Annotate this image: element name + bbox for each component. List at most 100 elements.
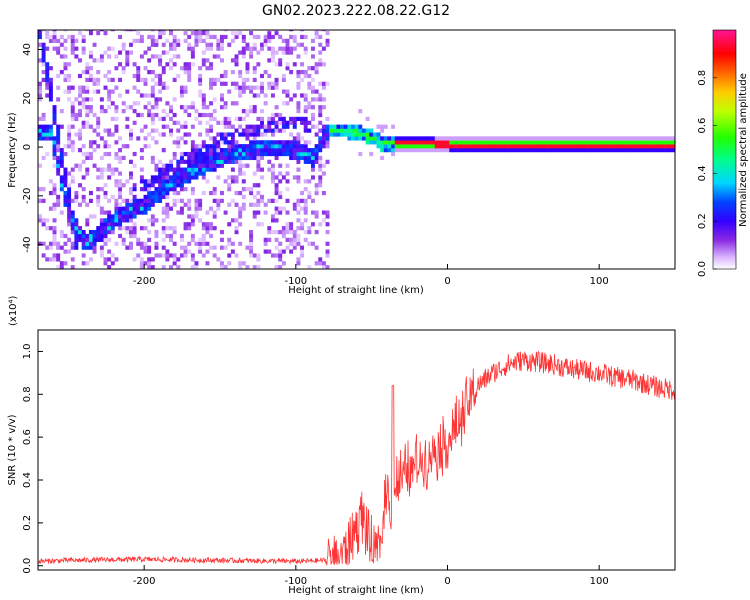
heatmap-cell — [540, 148, 545, 153]
heatmap-cell — [136, 210, 141, 215]
heatmap-cell — [285, 171, 290, 176]
heatmap-cell — [114, 128, 119, 133]
heatmap-cell — [92, 77, 97, 83]
heatmap-cell — [667, 136, 672, 141]
heatmap-cell — [161, 124, 166, 129]
bottom-x-ticks: -200 -100 0 100 — [133, 565, 609, 587]
heatmap-cell — [63, 151, 68, 157]
heatmap-cell — [59, 261, 64, 266]
heatmap-cell — [38, 214, 42, 219]
heatmap-cell — [380, 144, 385, 149]
heatmap-cell — [158, 62, 163, 67]
heatmap-cell — [209, 101, 214, 106]
heatmap-cell — [209, 77, 214, 83]
heatmap-cell — [325, 128, 330, 133]
heatmap-cell — [161, 245, 166, 250]
heatmap-cell — [445, 148, 450, 153]
heatmap-cell — [118, 214, 123, 219]
heatmap-cell — [190, 62, 195, 67]
heatmap-cell — [132, 206, 137, 211]
heatmap-cell — [209, 233, 214, 239]
heatmap-cell — [121, 42, 126, 47]
heatmap-cell — [96, 77, 101, 83]
heatmap-cell — [147, 198, 152, 203]
heatmap-cell — [383, 136, 388, 141]
heatmap-cell — [158, 194, 163, 200]
heatmap-cell — [176, 144, 181, 149]
heatmap-cell — [48, 97, 53, 102]
heatmap-cell — [158, 89, 163, 94]
heatmap-cell — [238, 132, 243, 137]
heatmap-cell — [143, 124, 148, 129]
colorbar-tick-label: 0.8 — [697, 70, 708, 86]
heatmap-cell — [99, 175, 104, 180]
heatmap-cell — [179, 93, 184, 98]
heatmap-cell — [190, 155, 195, 161]
heatmap-cell — [63, 175, 68, 180]
heatmap-cell — [598, 144, 603, 149]
heatmap-cell — [67, 187, 72, 192]
heatmap-cell — [325, 132, 330, 137]
heatmap-cell — [154, 97, 159, 102]
heatmap-cell — [209, 151, 214, 157]
heatmap-cell — [230, 140, 235, 145]
heatmap-cell — [56, 38, 61, 43]
heatmap-cell — [165, 253, 170, 258]
heatmap-cell — [48, 257, 53, 262]
heatmap-cell — [176, 73, 181, 79]
heatmap-cell — [256, 62, 261, 67]
heatmap-cell — [129, 132, 133, 137]
heatmap-cell — [161, 42, 166, 47]
heatmap-cell — [292, 237, 297, 242]
snr-panel: -200 -100 0 100 0.00.20.40.60.81.0 Height o… — [7, 295, 676, 596]
heatmap-cell — [92, 58, 97, 63]
heatmap-cell — [452, 140, 457, 145]
heatmap-cell — [347, 132, 352, 137]
heatmap-cell — [321, 124, 326, 129]
heatmap-cell — [45, 81, 50, 86]
heatmap-cell — [45, 30, 50, 36]
heatmap-cell — [198, 38, 203, 43]
heatmap-cell — [154, 179, 159, 184]
heatmap-cell — [220, 163, 224, 168]
heatmap-cell — [241, 163, 246, 168]
heatmap-cell — [318, 159, 323, 164]
heatmap-cell — [267, 144, 272, 149]
heatmap-cell — [300, 226, 305, 231]
heatmap-cell — [307, 66, 312, 71]
heatmap-cell — [85, 202, 90, 207]
heatmap-cell — [296, 198, 301, 203]
heatmap-cell — [332, 124, 337, 129]
heatmap-cell — [529, 140, 534, 145]
heatmap-cell — [158, 77, 163, 83]
heatmap-cell — [558, 144, 563, 149]
heatmap-cell — [96, 116, 101, 122]
heatmap-cell — [260, 167, 264, 172]
heatmap-cell — [252, 155, 257, 161]
heatmap-cell — [107, 151, 112, 157]
heatmap-cell — [223, 30, 228, 32]
heatmap-cell — [292, 116, 297, 122]
heatmap-cell — [161, 69, 166, 75]
heatmap-cell — [256, 210, 261, 215]
heatmap-cell — [245, 124, 250, 129]
heatmap-cell — [296, 54, 301, 59]
heatmap-cell — [147, 183, 152, 188]
heatmap-cell — [529, 144, 534, 149]
heatmap-cell — [179, 233, 184, 239]
heatmap-cell — [252, 93, 257, 98]
heatmap-cell — [114, 105, 119, 110]
heatmap-cell — [638, 144, 643, 149]
heatmap-cell — [496, 136, 501, 141]
heatmap-cell — [81, 101, 86, 106]
heatmap-cell — [154, 198, 159, 203]
heatmap-cell — [96, 226, 101, 231]
heatmap-cell — [409, 140, 414, 145]
heatmap-cell — [139, 112, 144, 118]
heatmap-cell — [573, 136, 578, 141]
heatmap-cell — [118, 202, 123, 207]
heatmap-cell — [201, 30, 206, 32]
heatmap-cell — [114, 257, 119, 262]
heatmap-cell — [81, 198, 86, 203]
